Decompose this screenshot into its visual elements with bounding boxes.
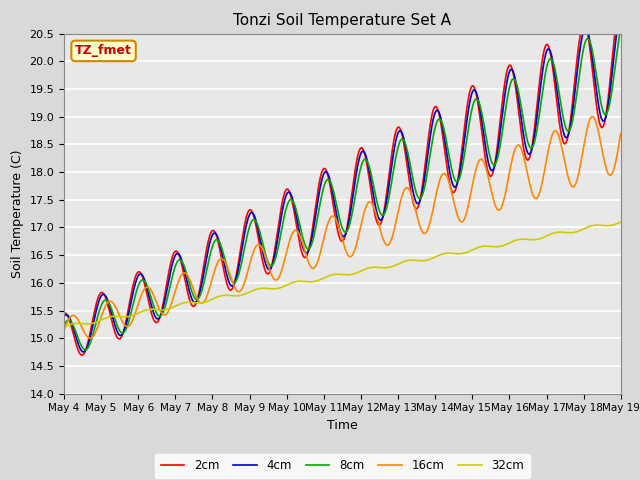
2cm (411, 204, 419, 210)
8cm (60, 323, 68, 328)
32cm (617, 219, 625, 225)
Y-axis label: Soil Temperature (C): Soil Temperature (C) (11, 149, 24, 278)
Line: 4cm: 4cm (64, 11, 621, 352)
2cm (214, 239, 222, 245)
32cm (426, 256, 434, 262)
Line: 8cm: 8cm (64, 28, 621, 350)
Text: TZ_fmet: TZ_fmet (75, 44, 132, 58)
16cm (128, 318, 136, 324)
16cm (428, 216, 435, 221)
16cm (60, 327, 68, 333)
4cm (214, 235, 222, 241)
X-axis label: Time: Time (327, 419, 358, 432)
4cm (70, 328, 78, 334)
Legend: 2cm, 4cm, 8cm, 16cm, 32cm: 2cm, 4cm, 8cm, 16cm, 32cm (155, 454, 530, 478)
8cm (70, 324, 78, 330)
16cm (185, 275, 193, 280)
2cm (428, 117, 435, 123)
32cm (127, 313, 135, 319)
8cm (617, 25, 625, 31)
32cm (214, 294, 221, 300)
4cm (411, 196, 419, 202)
16cm (70, 313, 78, 319)
2cm (70, 334, 78, 339)
Line: 32cm: 32cm (64, 222, 621, 327)
Line: 2cm: 2cm (64, 3, 621, 355)
16cm (86, 336, 94, 341)
4cm (617, 8, 625, 13)
4cm (60, 313, 68, 319)
16cm (214, 259, 222, 264)
4cm (128, 294, 136, 300)
4cm (79, 349, 87, 355)
2cm (78, 352, 86, 358)
32cm (60, 324, 68, 330)
32cm (184, 300, 192, 305)
8cm (82, 347, 90, 353)
2cm (185, 294, 193, 300)
4cm (428, 128, 435, 134)
4cm (185, 286, 193, 291)
32cm (70, 321, 78, 326)
2cm (60, 311, 68, 316)
8cm (128, 306, 136, 312)
8cm (214, 238, 222, 243)
2cm (617, 0, 625, 6)
Line: 16cm: 16cm (64, 117, 621, 338)
8cm (411, 185, 419, 191)
Title: Tonzi Soil Temperature Set A: Tonzi Soil Temperature Set A (234, 13, 451, 28)
32cm (410, 257, 418, 263)
16cm (588, 114, 596, 120)
8cm (185, 278, 193, 284)
8cm (428, 146, 435, 152)
16cm (617, 130, 625, 136)
2cm (128, 287, 136, 292)
16cm (411, 204, 419, 210)
